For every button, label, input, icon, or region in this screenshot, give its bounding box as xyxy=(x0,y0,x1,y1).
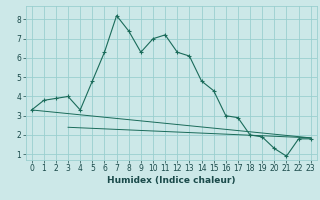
X-axis label: Humidex (Indice chaleur): Humidex (Indice chaleur) xyxy=(107,176,236,185)
